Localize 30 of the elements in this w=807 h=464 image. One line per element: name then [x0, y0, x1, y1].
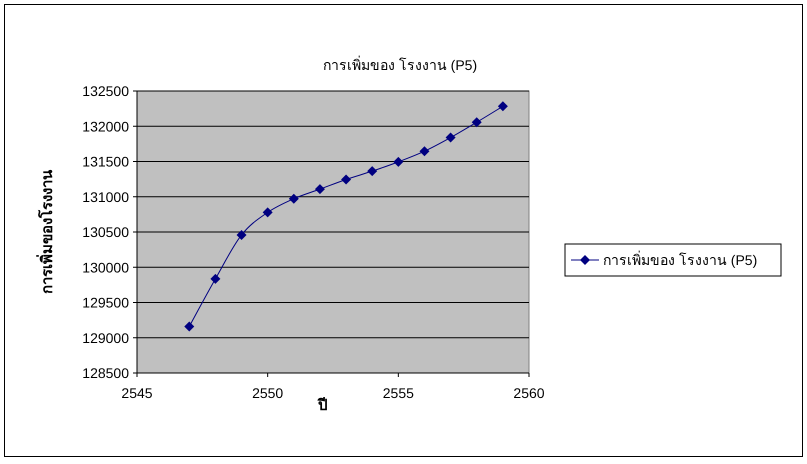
y-tick-label: 132000	[82, 118, 130, 134]
x-axis-title: ปี	[317, 397, 328, 414]
point	[314, 184, 325, 194]
point	[262, 207, 273, 218]
x-tick-label: 2555	[382, 385, 414, 401]
point	[419, 146, 430, 156]
point	[446, 132, 456, 143]
y-tick-label: 129000	[82, 330, 130, 346]
legend-label: การเพิ่มของ โรงงาน (P5)	[603, 251, 758, 268]
y-tick-label: 131500	[82, 154, 130, 170]
point	[367, 166, 378, 176]
x-tick-label: 2550	[252, 385, 284, 401]
point	[341, 174, 352, 184]
y-axis-title: การเพิ่มของโรงงาน	[36, 169, 56, 294]
x-tick-label: 2545	[121, 385, 153, 401]
y-tick-label: 132500	[82, 83, 130, 99]
point	[288, 194, 299, 204]
y-tick-label: 130000	[82, 259, 130, 276]
point	[498, 101, 508, 112]
chart-title: การเพิ่มของ โรงงาน (P5)	[322, 56, 478, 73]
y-tick-label: 128500	[82, 365, 130, 381]
point	[472, 117, 482, 128]
point	[236, 230, 247, 240]
point	[393, 156, 404, 167]
point	[210, 274, 220, 284]
point	[184, 321, 194, 332]
y-tick-label: 131000	[82, 188, 130, 205]
y-tick-label: 129500	[82, 294, 130, 310]
y-tick-label: 130500	[82, 224, 130, 240]
x-tick-label: 2560	[513, 385, 545, 401]
